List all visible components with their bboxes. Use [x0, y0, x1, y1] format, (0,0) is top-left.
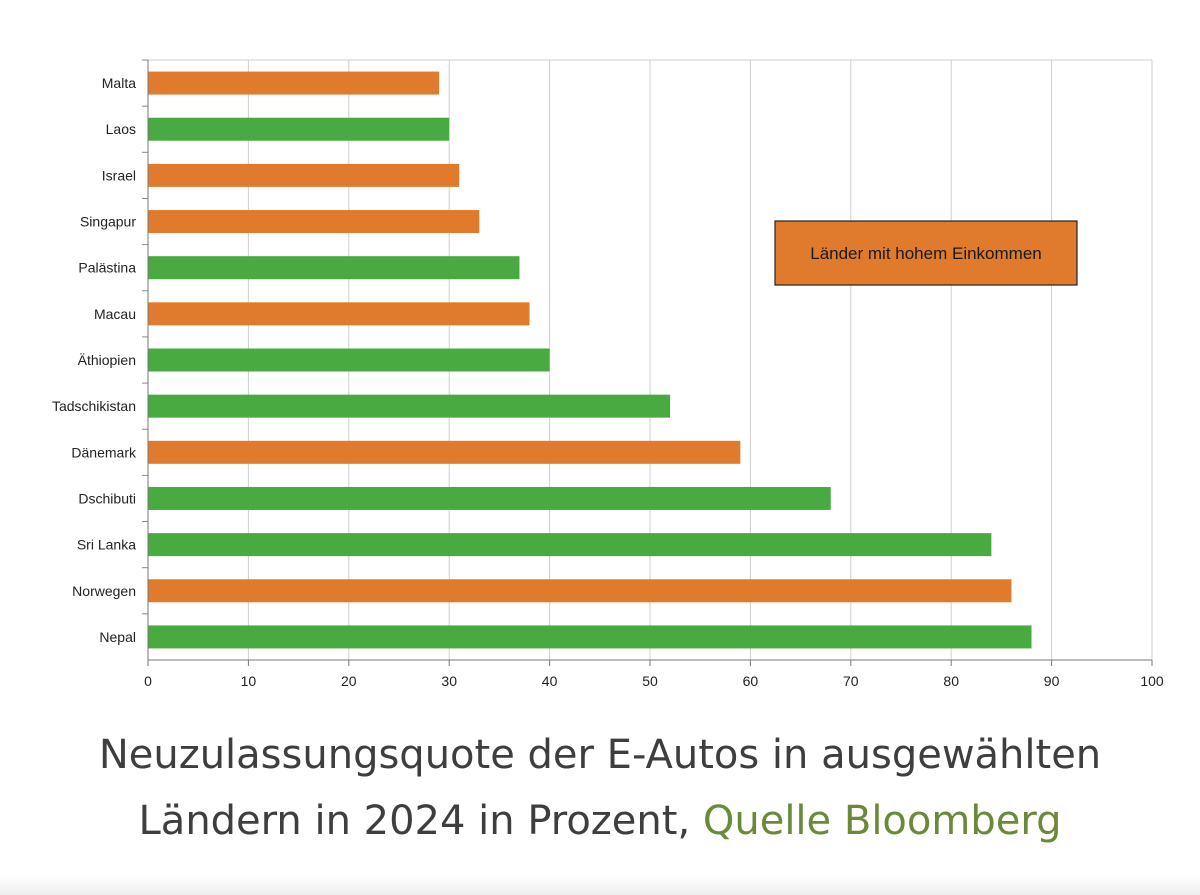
bar	[148, 117, 450, 141]
x-tick-label: 70	[843, 673, 859, 689]
category-label: Dschibuti	[78, 490, 136, 506]
category-label: Malta	[102, 75, 136, 91]
caption-line-2: Ländern in 2024 in Prozent, Quelle Bloom…	[0, 788, 1200, 854]
caption-text: Ländern in 2024 in Prozent,	[138, 798, 691, 844]
bottom-fade	[0, 875, 1200, 895]
x-axis: 0 10 20 30 40 50 60 70 80 90 100	[144, 60, 1164, 689]
legend-label: Länder mit hohem Einkommen	[810, 244, 1042, 263]
category-label: Äthiopien	[78, 352, 136, 368]
bar	[148, 210, 480, 234]
category-label: Singapur	[80, 214, 136, 230]
x-tick-label: 40	[542, 673, 558, 689]
category-labels: Malta Laos Israel Singapur Palästina Macau Äth…	[52, 59, 148, 645]
caption-source: Quelle Bloomberg	[702, 798, 1062, 844]
bar	[148, 579, 1012, 603]
bar	[148, 394, 671, 418]
category-label: Palästina	[78, 260, 136, 276]
category-label: Macau	[94, 306, 136, 322]
bar	[148, 163, 460, 187]
category-label: Nepal	[99, 629, 136, 645]
x-tick-label: 10	[241, 673, 257, 689]
chart-caption: Neuzulassungsquote der E-Autos in ausgew…	[0, 722, 1200, 854]
legend-box	[774, 220, 1078, 286]
bar	[148, 71, 440, 95]
x-tick-label: 60	[743, 673, 759, 689]
category-label: Sri Lanka	[77, 537, 136, 553]
caption-line-1: Neuzulassungsquote der E-Autos in ausgew…	[98, 732, 1102, 778]
x-tick-label: 50	[642, 673, 658, 689]
bar	[148, 302, 530, 326]
bars	[148, 71, 1032, 649]
x-tick-label: 80	[943, 673, 959, 689]
x-tick-label: 30	[441, 673, 457, 689]
grid-lines	[148, 59, 1153, 660]
category-label: Israel	[102, 167, 136, 183]
category-label: Tadschikistan	[52, 398, 136, 414]
x-tick-label: 0	[144, 673, 152, 689]
bar	[148, 256, 520, 280]
bar	[148, 440, 741, 464]
bar	[148, 348, 550, 372]
bar	[148, 533, 992, 557]
bar	[148, 625, 1032, 649]
x-tick-label: 90	[1044, 673, 1060, 689]
x-tick-label: 100	[1140, 673, 1164, 689]
bar	[148, 486, 831, 510]
bar-chart: Malta Laos Israel Singapur Palästina Macau Äth…	[52, 59, 1164, 689]
x-tick-label: 20	[341, 673, 357, 689]
category-label: Laos	[106, 121, 136, 137]
category-label: Norwegen	[72, 583, 136, 599]
legend: Länder mit hohem Einkommen	[774, 220, 1078, 286]
category-label: Dänemark	[71, 444, 137, 460]
